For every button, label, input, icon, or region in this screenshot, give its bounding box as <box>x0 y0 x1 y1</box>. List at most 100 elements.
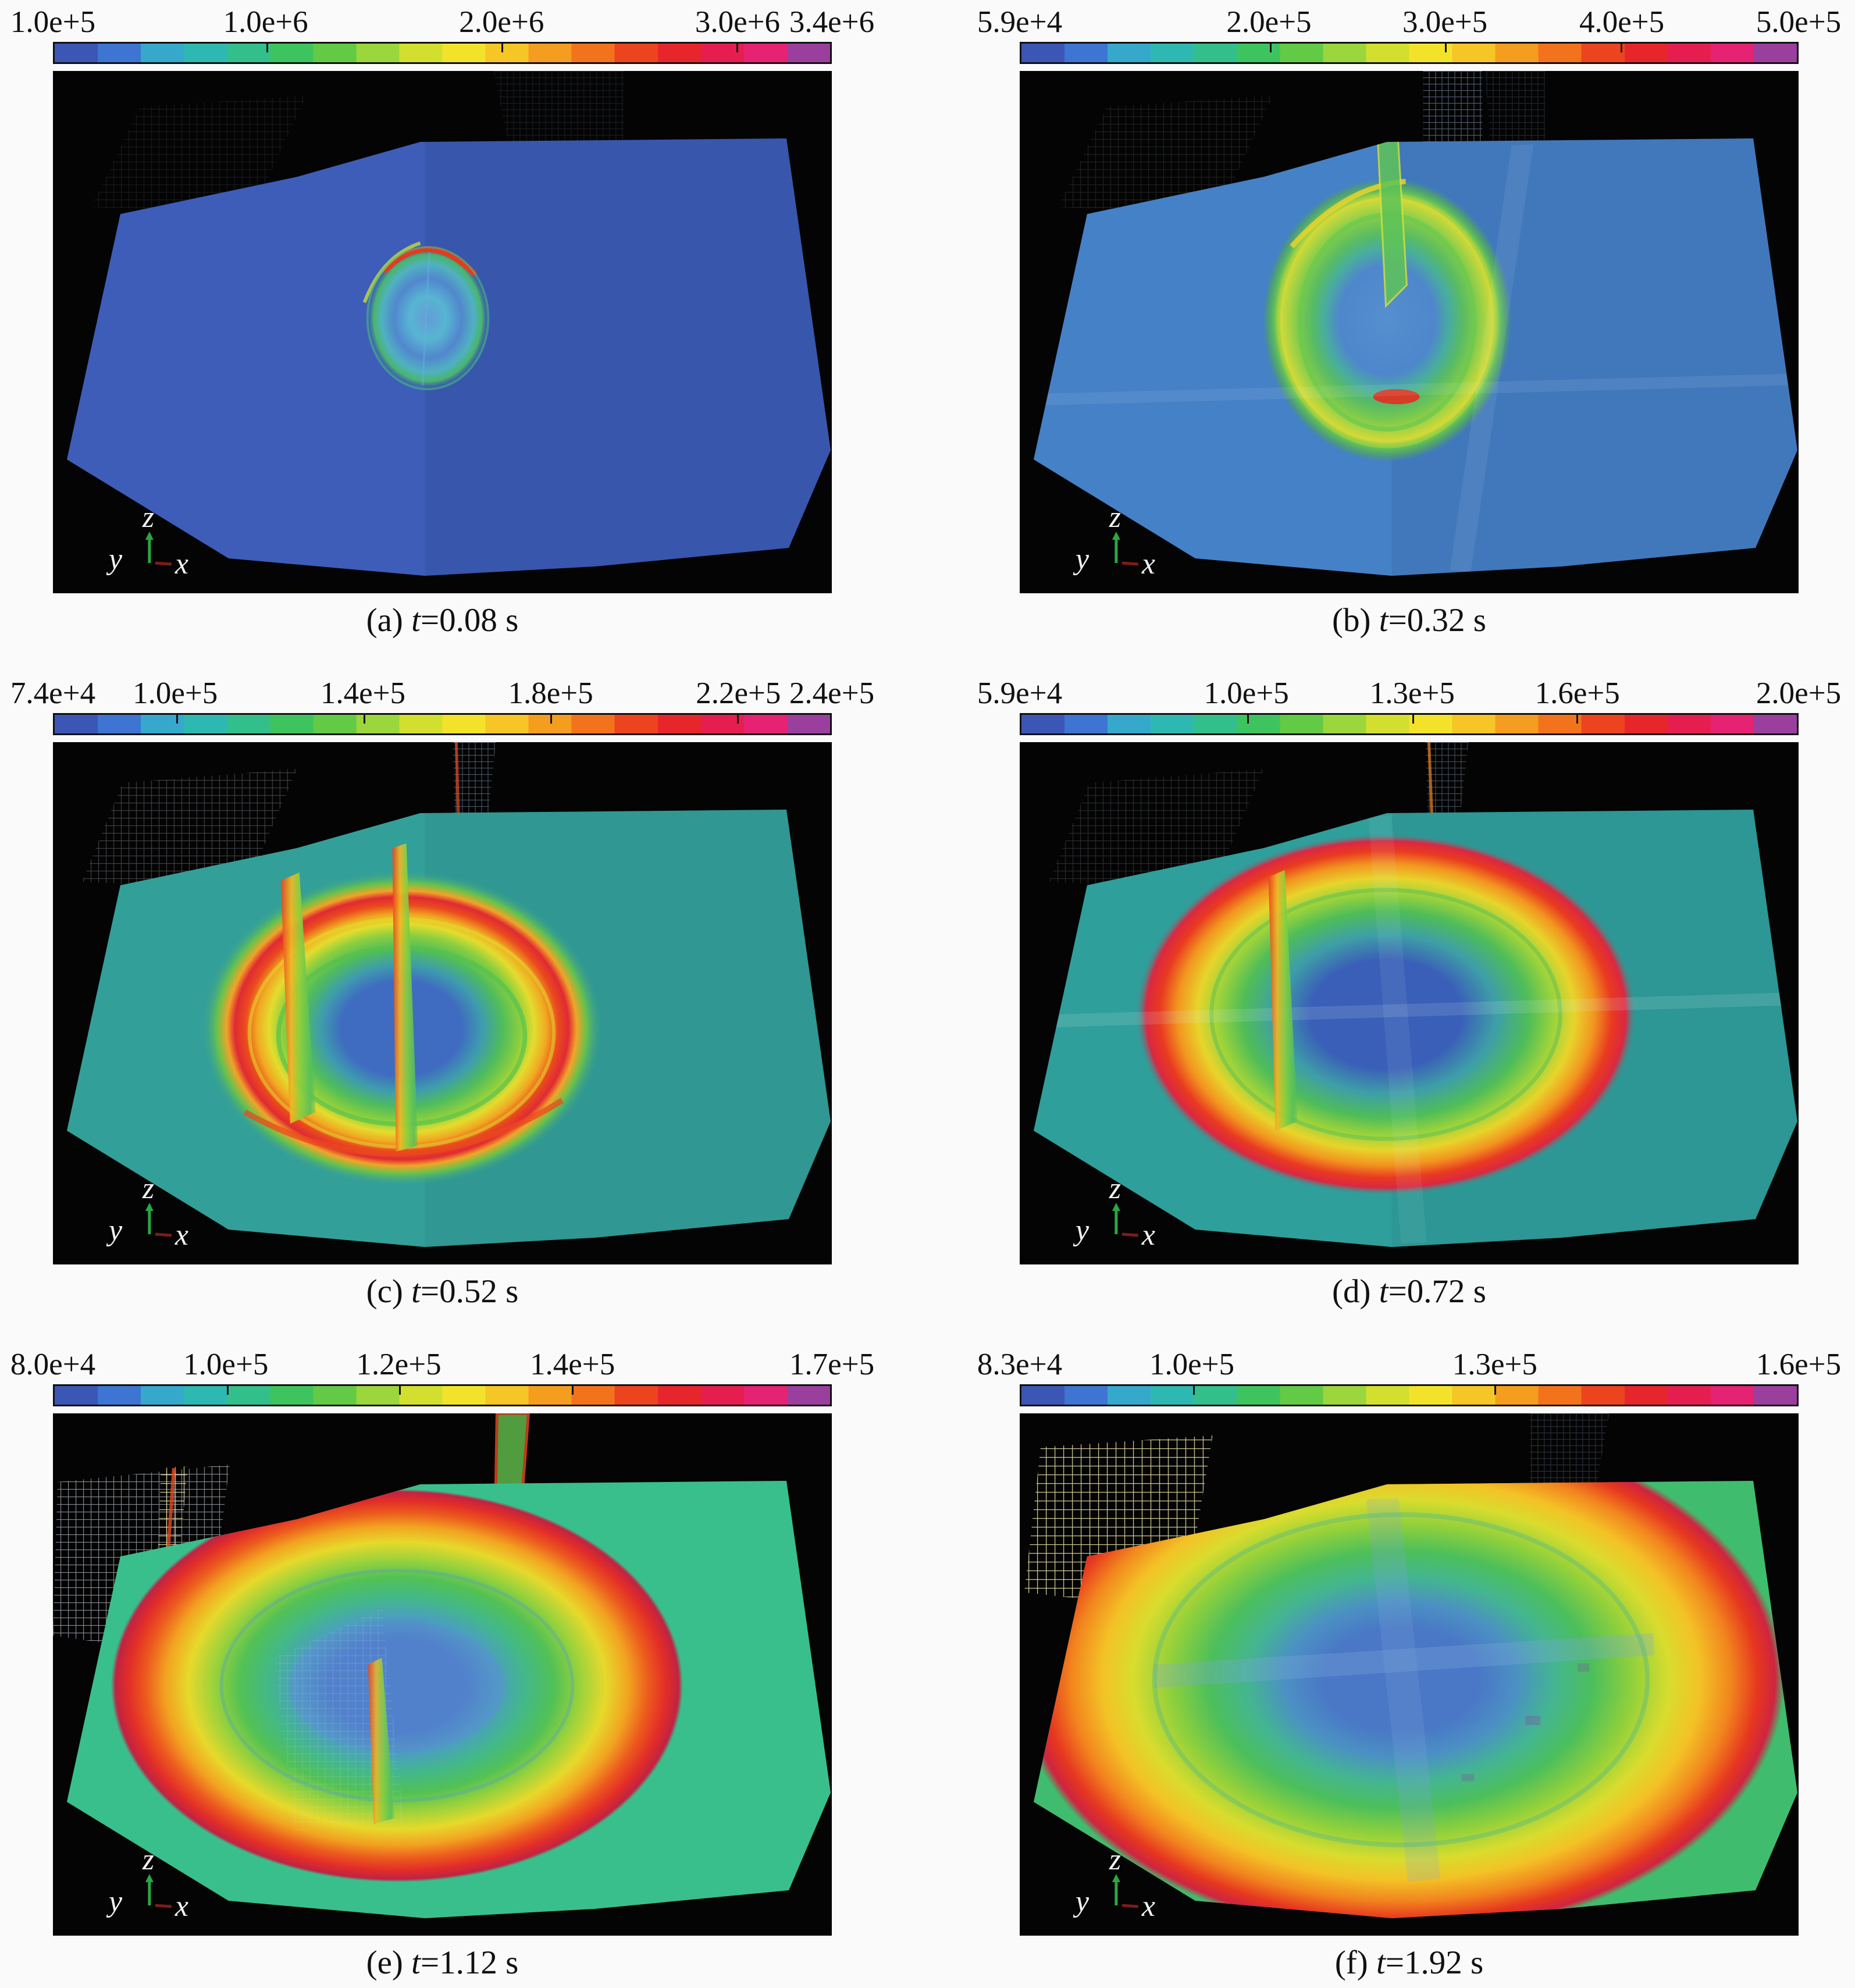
colorbar-tick <box>1269 44 1272 52</box>
colorbar-tick-label: 1.3e+5 <box>1452 1348 1537 1381</box>
cut-plane-fin <box>280 872 316 1124</box>
scene-a <box>53 71 832 593</box>
colorbar-tick <box>1621 44 1623 52</box>
blast-wave <box>111 1489 683 1882</box>
colorbar-c <box>53 713 832 735</box>
colorbar-tick-label: 1.4e+5 <box>320 676 406 710</box>
colorbar-b <box>1020 42 1799 64</box>
scene-d <box>1020 742 1799 1264</box>
colorbar-tick <box>1494 1386 1497 1395</box>
colorbar-tick-label: 8.3e+4 <box>977 1348 1063 1381</box>
subfigure-c: 7.4e+4 1.0e+5 1.4e+5 1.8e+5 2.2e+5 2.4e+5 <box>10 676 874 1317</box>
viewport-3d-c <box>53 742 832 1264</box>
caption-time-var: t <box>1379 602 1388 639</box>
colorbar-tick <box>550 715 552 724</box>
colorbar-tick <box>501 44 503 52</box>
colorbar-tick-label: 1.3e+5 <box>1369 676 1455 710</box>
colorbar-labels-c: 7.4e+4 1.0e+5 1.4e+5 1.8e+5 2.2e+5 2.4e+5 <box>10 676 874 713</box>
caption-index: (e) <box>366 1944 412 1981</box>
caption-time-value: =0.52 s <box>421 1273 519 1310</box>
caption-time-var: t <box>411 602 421 639</box>
colorbar-tick-label: 7.4e+4 <box>10 676 96 710</box>
cut-plane-fin <box>1376 138 1408 308</box>
viewport-3d-e <box>53 1413 832 1936</box>
colorbar-tick <box>266 44 268 52</box>
colorbar-tick-label: 1.2e+5 <box>356 1348 442 1381</box>
blast-wave <box>366 246 490 390</box>
caption-index: (d) <box>1332 1273 1379 1310</box>
colorbar-tick-label: 1.0e+5 <box>1149 1348 1234 1381</box>
caption-index: (b) <box>1332 602 1379 639</box>
colorbar-d <box>1020 713 1799 735</box>
colorbar-tick <box>1444 44 1447 52</box>
colorbar-labels-a: 1.0e+5 1.0e+6 2.0e+6 3.0e+6 3.4e+6 <box>10 5 874 42</box>
blast-wave <box>1033 1481 1785 1918</box>
caption-time-value: =1.12 s <box>421 1944 519 1981</box>
colorbar-tick-label: 1.0e+5 <box>183 1348 269 1381</box>
colorbar-tick-label: 3.0e+6 <box>695 5 781 39</box>
colorbar-tick <box>737 715 739 724</box>
caption-time-value: =1.92 s <box>1385 1944 1484 1981</box>
colorbar-tick-label: 2.0e+6 <box>459 5 544 39</box>
colorbar-tick-label: 8.0e+4 <box>10 1348 96 1381</box>
colorbar-labels-d: 5.9e+4 1.0e+5 1.3e+5 1.6e+5 2.0e+5 <box>977 676 1841 713</box>
scene-b <box>1020 71 1799 593</box>
scene-f <box>1020 1413 1799 1936</box>
colorbar-tick-label: 1.0e+6 <box>223 5 308 39</box>
caption-e: (e) t=1.12 s <box>53 1944 832 1988</box>
colorbar-tick <box>226 1386 229 1395</box>
colorbar-tick-label: 5.0e+5 <box>1756 5 1842 39</box>
colorbar-tick-label: 3.4e+6 <box>789 5 875 39</box>
caption-index: (f) <box>1334 1944 1377 1981</box>
colorbar-tick-label: 1.7e+5 <box>789 1348 875 1381</box>
caption-b: (b) t=0.32 s <box>1020 601 1799 646</box>
scene-c <box>53 742 832 1264</box>
colorbar-tick-label: 1.0e+5 <box>1204 676 1289 710</box>
colorbar-labels-f: 8.3e+4 1.0e+5 1.3e+5 1.6e+5 <box>977 1348 1841 1384</box>
colorbar-tick <box>398 1386 401 1395</box>
caption-time-var: t <box>1376 1944 1386 1981</box>
colorbar-labels-b: 5.9e+4 2.0e+5 3.0e+5 4.0e+5 5.0e+5 <box>977 5 1841 42</box>
colorbar-tick-label: 1.4e+5 <box>530 1348 615 1381</box>
viewport-3d-f <box>1020 1413 1799 1936</box>
caption-time-value: =0.32 s <box>1388 602 1486 639</box>
colorbar-tick <box>1247 715 1249 724</box>
colorbar-tick <box>176 715 179 724</box>
colorbar-tick <box>1576 715 1579 724</box>
colorbar-tick-label: 2.2e+5 <box>696 676 781 710</box>
colorbar-f <box>1020 1384 1799 1406</box>
colorbar-tick-label: 1.6e+5 <box>1534 676 1620 710</box>
caption-time-value: =0.08 s <box>421 602 519 639</box>
wireframe-plane-center <box>1530 1413 1610 1505</box>
colorbar-labels-e: 8.0e+4 1.0e+5 1.2e+5 1.4e+5 1.7e+5 <box>10 1348 874 1384</box>
colorbar-tick <box>1412 715 1414 724</box>
cut-plane-fin <box>368 1658 395 1824</box>
colorbar-tick-label: 2.0e+5 <box>1756 676 1842 710</box>
caption-d: (d) t=0.72 s <box>1020 1273 1799 1317</box>
colorbar-tick-label: 2.4e+5 <box>789 676 875 710</box>
cut-plane-fin <box>392 843 418 1152</box>
wireframe-plane-left <box>91 95 307 214</box>
scene-e <box>53 1413 832 1936</box>
colorbar-tick-label: 5.9e+4 <box>977 5 1063 39</box>
subfigure-f: 8.3e+4 1.0e+5 1.3e+5 1.6e+5 (f <box>977 1348 1841 1988</box>
colorbar-tick <box>572 1386 574 1395</box>
caption-time-var: t <box>411 1944 421 1981</box>
caption-index: (c) <box>366 1273 412 1310</box>
colorbar-tick <box>1192 1386 1195 1395</box>
viewport-3d-b <box>1020 71 1799 593</box>
colorbar-tick-label: 1.8e+5 <box>508 676 593 710</box>
colorbar-tick-label: 5.9e+4 <box>977 676 1063 710</box>
colorbar-tick-label: 1.6e+5 <box>1756 1348 1842 1381</box>
colorbar-tick-label: 1.0e+5 <box>133 676 218 710</box>
caption-time-var: t <box>1379 1273 1388 1310</box>
colorbar-tick <box>736 44 738 52</box>
subfigure-b: 5.9e+4 2.0e+5 3.0e+5 4.0e+5 5.0e+5 <box>977 5 1841 646</box>
colorbar-e <box>53 1384 832 1406</box>
wireframe-plane-left <box>1058 95 1273 214</box>
blast-wave <box>1134 833 1637 1196</box>
caption-index: (a) <box>366 602 412 639</box>
viewport-3d-a <box>53 71 832 593</box>
colorbar-tick-label: 3.0e+5 <box>1402 5 1488 39</box>
